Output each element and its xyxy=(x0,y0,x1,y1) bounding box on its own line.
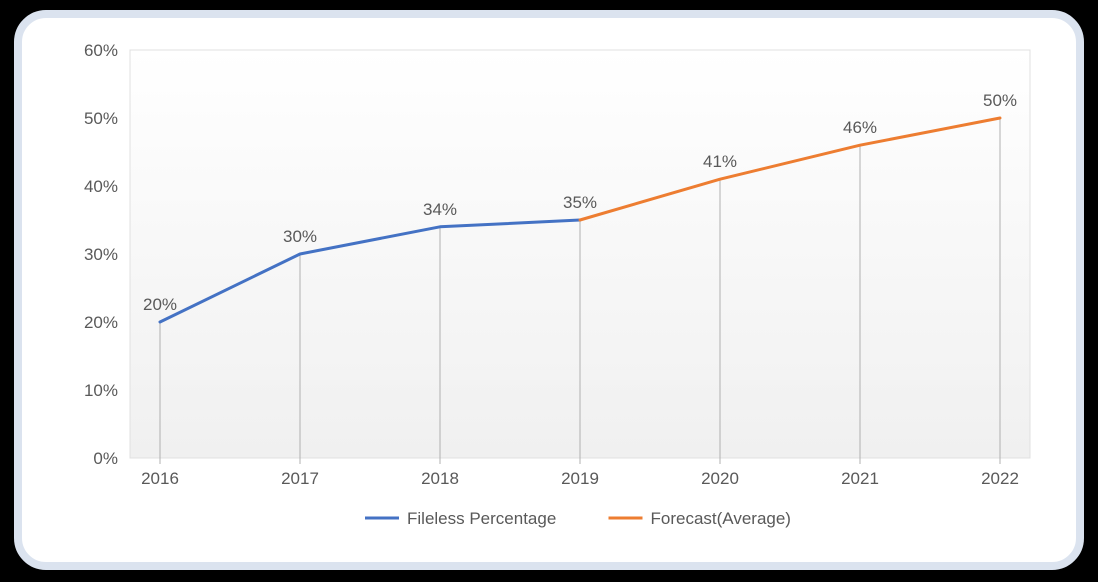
y-tick-label: 10% xyxy=(84,381,118,400)
x-tick-label: 2018 xyxy=(421,469,459,488)
x-tick-label: 2016 xyxy=(141,469,179,488)
data-point-label: 30% xyxy=(283,227,317,246)
data-point-label: 46% xyxy=(843,118,877,137)
x-tick-label: 2019 xyxy=(561,469,599,488)
y-tick-label: 40% xyxy=(84,177,118,196)
y-tick-label: 60% xyxy=(84,41,118,60)
data-point-label: 50% xyxy=(983,91,1017,110)
y-tick-label: 30% xyxy=(84,245,118,264)
y-tick-label: 50% xyxy=(84,109,118,128)
line-chart: 0% 10% 20% 30% 40% 50% 60% 2016 2017 2018 2019 2020… xyxy=(52,40,1052,550)
chart-container: 0% 10% 20% 30% 40% 50% 60% 2016 2017 2018 2019 2020… xyxy=(52,40,1052,550)
x-tick-label: 2022 xyxy=(981,469,1019,488)
x-tick-label: 2020 xyxy=(701,469,739,488)
data-point-label: 20% xyxy=(143,295,177,314)
x-tick-label: 2017 xyxy=(281,469,319,488)
x-tick-label: 2021 xyxy=(841,469,879,488)
data-point-label: 41% xyxy=(703,152,737,171)
data-point-label: 35% xyxy=(563,193,597,212)
y-tick-label: 0% xyxy=(93,449,118,468)
legend-label-forecast: Forecast(Average) xyxy=(651,509,791,528)
data-point-label: 34% xyxy=(423,200,457,219)
y-tick-label: 20% xyxy=(84,313,118,332)
chart-card: 0% 10% 20% 30% 40% 50% 60% 2016 2017 2018 2019 2020… xyxy=(14,10,1084,570)
legend-label-fileless: Fileless Percentage xyxy=(407,509,556,528)
